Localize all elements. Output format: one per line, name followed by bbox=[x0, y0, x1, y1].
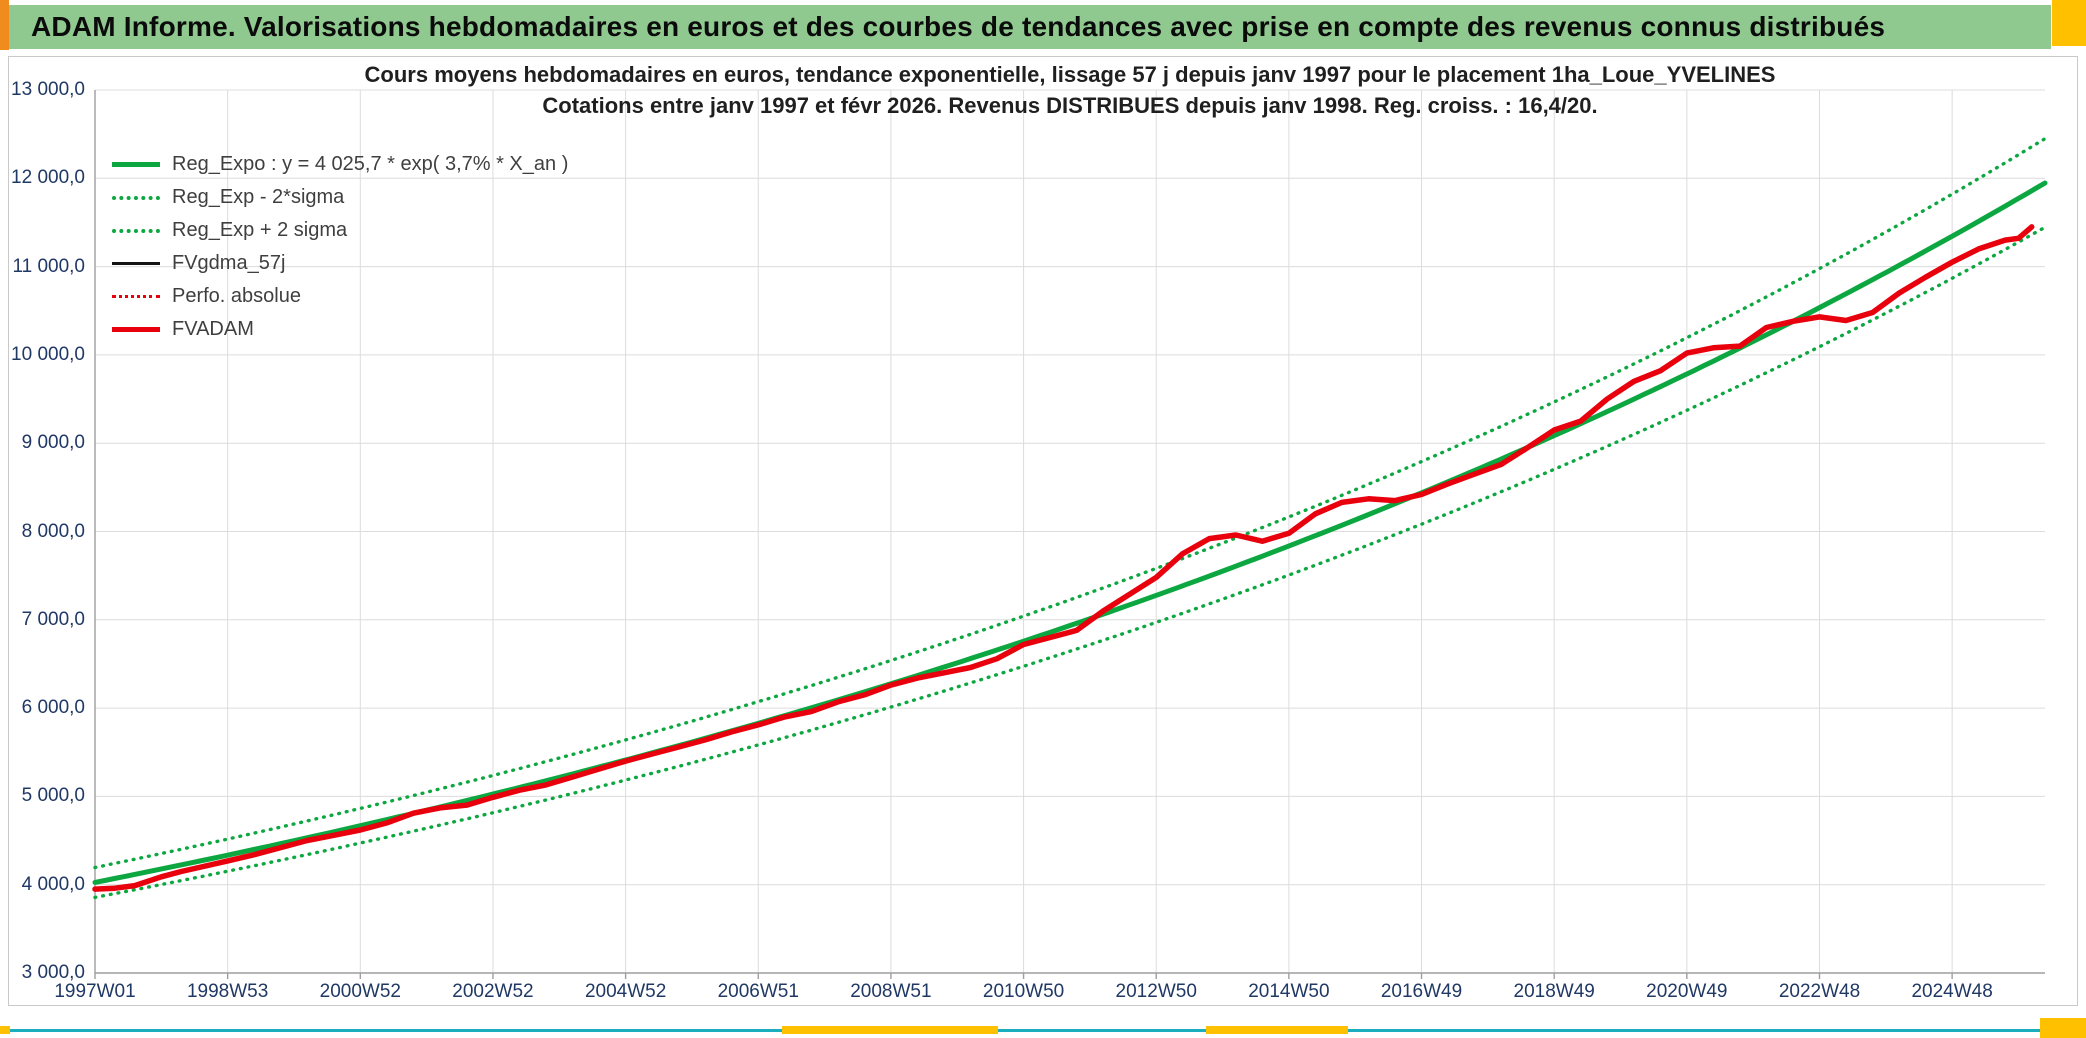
legend-line-swatch bbox=[112, 162, 160, 167]
legend-item-label: Perfo. absolue bbox=[172, 285, 301, 307]
x-tick-label: 2022W48 bbox=[1778, 981, 1861, 1002]
window-edge-left-accent bbox=[0, 0, 9, 50]
legend-item: FVgdma_57j bbox=[112, 247, 568, 280]
y-tick-label: 13 000,0 bbox=[11, 79, 85, 100]
legend-line-swatch bbox=[112, 295, 160, 298]
x-tick-label: 2000W52 bbox=[319, 981, 401, 1002]
x-tick-label: 2002W52 bbox=[452, 981, 534, 1002]
x-tick-label: 2008W51 bbox=[850, 981, 932, 1002]
y-tick-label: 3 000,0 bbox=[21, 962, 85, 983]
y-tick-label: 11 000,0 bbox=[12, 255, 85, 277]
y-tick-label: 9 000,0 bbox=[21, 432, 85, 454]
y-tick-label: 4 000,0 bbox=[21, 873, 85, 895]
window-bottom-teal-line bbox=[0, 1029, 2086, 1032]
window-bottom-right-yellow-accent bbox=[2040, 1018, 2086, 1038]
legend-line-swatch bbox=[112, 327, 160, 332]
x-tick-label: 2020W49 bbox=[1646, 981, 1728, 1002]
legend-item: Reg_Expo : y = 4 025,7 * exp( 3,7% * X_a… bbox=[112, 148, 568, 181]
chart-legend: Reg_Expo : y = 4 025,7 * exp( 3,7% * X_a… bbox=[112, 148, 568, 346]
legend-item-label: FVADAM bbox=[172, 318, 254, 340]
legend-item-label: Reg_Exp - 2*sigma bbox=[172, 186, 345, 208]
legend-line-swatch bbox=[112, 228, 160, 233]
x-tick-label: 1997W01 bbox=[54, 981, 136, 1002]
header-title: ADAM Informe. Valorisations hebdomadaire… bbox=[31, 11, 1886, 42]
legend-item: Perfo. absolue bbox=[112, 280, 568, 313]
legend-item: FVADAM bbox=[112, 313, 568, 346]
bottom-window-strip bbox=[0, 1006, 2086, 1038]
chart-title-line1: Cours moyens hebdomadaires en euros, ten… bbox=[364, 62, 1776, 87]
x-tick-label: 2012W50 bbox=[1115, 981, 1197, 1002]
x-tick-label: 2006W51 bbox=[717, 981, 799, 1002]
x-tick-label: 2010W50 bbox=[982, 981, 1065, 1002]
window-bottom-yellow-accent bbox=[782, 1026, 998, 1034]
chart-title-line2: Cotations entre janv 1997 et févr 2026. … bbox=[542, 93, 1598, 118]
y-tick-label: 10 000,0 bbox=[11, 343, 85, 365]
legend-item: Reg_Exp - 2*sigma bbox=[112, 181, 568, 214]
x-tick-label: 2018W49 bbox=[1513, 981, 1595, 1002]
window-bottom-yellow-accent bbox=[0, 1026, 10, 1034]
y-tick-label: 7 000,0 bbox=[21, 608, 85, 630]
legend-item: Reg_Exp + 2 sigma bbox=[112, 214, 568, 247]
y-tick-label: 12 000,0 bbox=[11, 167, 85, 189]
legend-item-label: Reg_Expo : y = 4 025,7 * exp( 3,7% * X_a… bbox=[172, 153, 569, 175]
x-tick-label: 2024W48 bbox=[1911, 981, 1993, 1002]
x-tick-label: 2016W49 bbox=[1380, 981, 1463, 1002]
legend-line-swatch bbox=[112, 262, 160, 265]
header-bar: ADAM Informe. Valorisations hebdomadaire… bbox=[9, 5, 2051, 49]
window-edge-right-accent bbox=[2052, 0, 2086, 46]
y-tick-label: 8 000,0 bbox=[21, 520, 85, 542]
y-tick-label: 5 000,0 bbox=[21, 785, 85, 807]
legend-item-label: FVgdma_57j bbox=[172, 252, 286, 274]
y-tick-label: 6 000,0 bbox=[21, 697, 85, 719]
x-tick-label: 2014W50 bbox=[1248, 981, 1330, 1002]
legend-item-label: Reg_Exp + 2 sigma bbox=[172, 219, 348, 241]
x-tick-label: 2004W52 bbox=[584, 981, 667, 1002]
window-bottom-yellow-accent bbox=[1206, 1026, 1348, 1034]
legend-line-swatch bbox=[112, 195, 160, 200]
x-tick-label: 1998W53 bbox=[186, 981, 269, 1002]
